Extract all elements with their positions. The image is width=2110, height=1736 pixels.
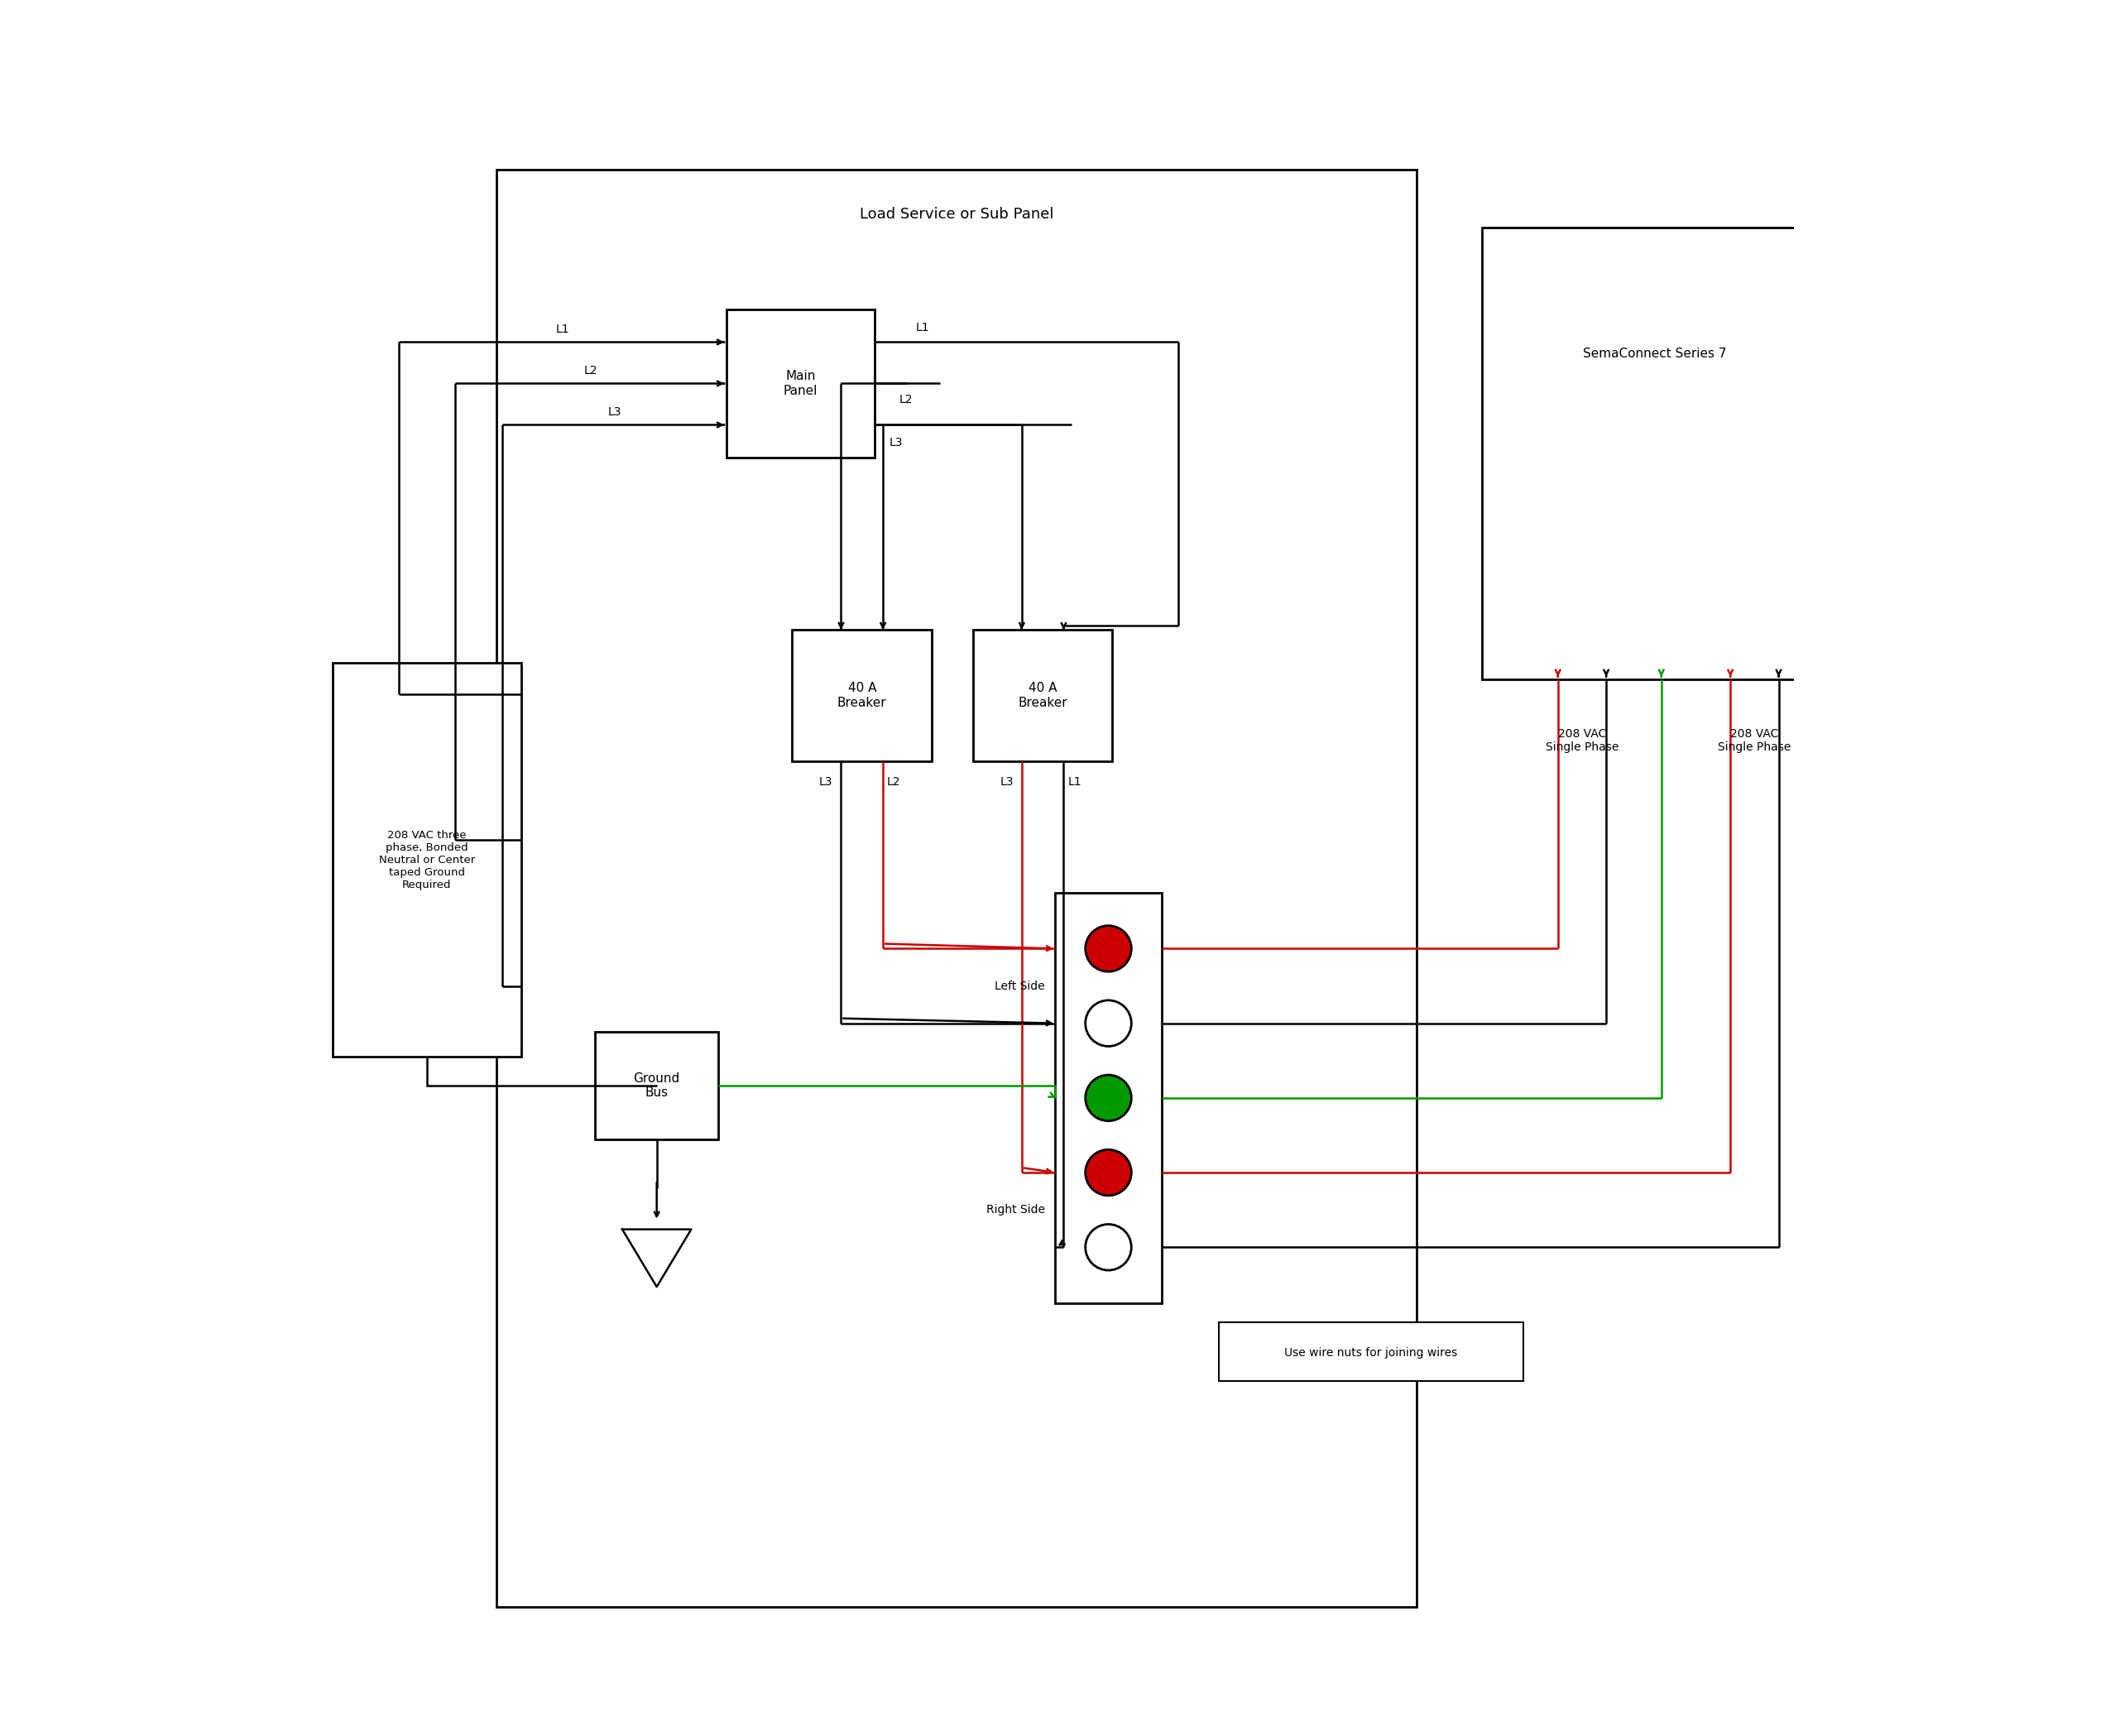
- Text: L2: L2: [899, 394, 914, 406]
- Text: L2: L2: [584, 365, 597, 377]
- Text: Ground
Bus: Ground Bus: [633, 1073, 679, 1099]
- Bar: [1055, 892, 1163, 1304]
- Text: Left Side: Left Side: [996, 981, 1044, 991]
- Bar: [333, 663, 521, 1057]
- Text: L3: L3: [888, 437, 903, 448]
- Text: Use wire nuts for joining wires: Use wire nuts for joining wires: [1285, 1347, 1458, 1358]
- Text: Main
Panel: Main Panel: [783, 370, 817, 398]
- Text: L1: L1: [916, 321, 928, 333]
- Bar: [726, 309, 874, 457]
- Text: L3: L3: [608, 406, 620, 418]
- Text: L1: L1: [555, 323, 570, 335]
- Text: L2: L2: [886, 776, 901, 788]
- Text: L3: L3: [1000, 776, 1013, 788]
- Text: 40 A
Breaker: 40 A Breaker: [1017, 682, 1068, 708]
- Text: L3: L3: [819, 776, 833, 788]
- Circle shape: [1085, 1075, 1131, 1121]
- Text: Load Service or Sub Panel: Load Service or Sub Panel: [859, 207, 1053, 222]
- Bar: [791, 630, 933, 762]
- Bar: [595, 1033, 717, 1139]
- Text: 208 VAC
Single Phase: 208 VAC Single Phase: [1718, 729, 1791, 753]
- Circle shape: [1085, 1000, 1131, 1047]
- Bar: [1481, 227, 1827, 679]
- Bar: [496, 170, 1416, 1608]
- Circle shape: [1085, 1149, 1131, 1196]
- Circle shape: [1085, 1224, 1131, 1271]
- Text: 40 A
Breaker: 40 A Breaker: [838, 682, 886, 708]
- Text: 208 VAC
Single Phase: 208 VAC Single Phase: [1545, 729, 1618, 753]
- Text: 208 VAC three
phase, Bonded
Neutral or Center
taped Ground
Required: 208 VAC three phase, Bonded Neutral or C…: [378, 830, 475, 891]
- Bar: [973, 630, 1112, 762]
- Bar: [1220, 1323, 1523, 1382]
- Text: SemaConnect Series 7: SemaConnect Series 7: [1582, 347, 1726, 359]
- Text: Right Side: Right Side: [985, 1205, 1044, 1215]
- Circle shape: [1085, 925, 1131, 972]
- Text: L1: L1: [1068, 776, 1082, 788]
